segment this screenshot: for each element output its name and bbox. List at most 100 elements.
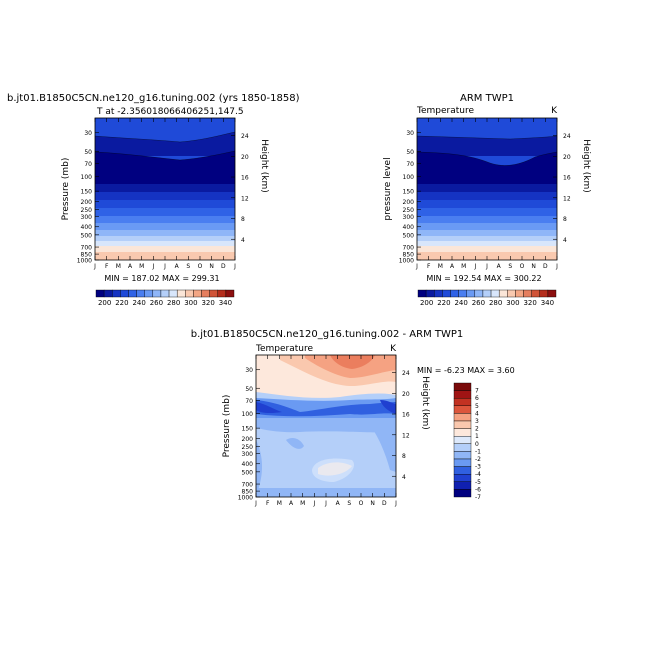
colorbar-label: 1 — [475, 433, 479, 440]
panel-model-title: b.jt01.B1850C5CN.ne120_g16.tuning.002 (y… — [7, 93, 300, 104]
month-tick-label: A — [289, 500, 294, 507]
contour-region — [372, 428, 396, 472]
pressure-tick-label: 400 — [81, 224, 93, 231]
colorbar-swatch — [152, 289, 162, 298]
colorbar-swatch — [453, 398, 472, 407]
pressure-tick-label: 250 — [242, 444, 254, 451]
contour-band — [95, 151, 235, 184]
pressure-axis-label: Pressure (mb) — [61, 158, 71, 221]
contour-band — [417, 200, 557, 208]
colorbar-label: 4 — [475, 410, 479, 417]
colorbar-label: -3 — [475, 464, 481, 471]
panel-model-stats: MIN = 187.02 MAX = 299.31 — [104, 274, 219, 283]
contour-band — [95, 230, 235, 236]
contour-band — [95, 246, 235, 252]
month-tick-label: J — [415, 263, 418, 270]
colorbar-swatch — [225, 289, 235, 298]
month-tick-label: F — [266, 500, 270, 507]
colorbar-label: -7 — [475, 494, 481, 501]
colorbar-swatch — [144, 289, 154, 298]
colorbar-swatch — [466, 289, 476, 298]
pressure-tick-label: 30 — [406, 130, 414, 137]
colorbar-label: 240 — [132, 299, 145, 307]
pressure-tick-label: 300 — [403, 214, 415, 221]
height-tick-label: 24 — [402, 370, 410, 377]
colorbar-label: 260 — [150, 299, 163, 307]
pressure-tick-label: 100 — [403, 174, 415, 181]
pressure-tick-label: 850 — [242, 489, 254, 496]
month-tick-label: J — [163, 263, 166, 270]
height-tick-label: 4 — [402, 474, 406, 481]
colorbar-label: -5 — [475, 479, 481, 486]
height-tick-label: 4 — [241, 237, 245, 244]
colorbar-swatch — [453, 451, 472, 460]
colorbar-label: -4 — [475, 471, 481, 478]
panel-diff: b.jt01.B1850C5CN.ne120_g16.tuning.002 - … — [191, 329, 515, 507]
pressure-tick-label: 50 — [84, 149, 92, 156]
month-tick-label: O — [359, 500, 364, 507]
colorbar-label: 260 — [472, 299, 485, 307]
height-tick-label: 8 — [563, 216, 567, 223]
pressure-tick-label: 150 — [81, 189, 93, 196]
pressure-tick-label: 70 — [406, 161, 414, 168]
contour-region — [256, 402, 282, 414]
height-tick-label: 8 — [241, 216, 245, 223]
height-tick-label: 20 — [402, 391, 410, 398]
contour-band — [417, 223, 557, 230]
pressure-tick-label: 200 — [242, 436, 254, 443]
contour-region — [256, 440, 263, 497]
height-axis: 4 8 12 16 20 24 — [553, 133, 571, 244]
colorbar-swatch — [453, 489, 472, 498]
pressure-tick-label: 1000 — [77, 258, 92, 265]
colorbar-label: 280 — [489, 299, 502, 307]
colorbar-swatch — [453, 405, 472, 414]
colorbar-swatch — [515, 289, 524, 298]
contour-band — [417, 208, 557, 216]
month-tick-label: M — [139, 263, 144, 270]
pressure-tick-label: 70 — [245, 398, 253, 405]
colorbar-swatch — [539, 289, 549, 298]
colorbar-swatch — [425, 289, 435, 298]
pressure-tick-label: 50 — [245, 386, 253, 393]
colorbar-swatch — [112, 289, 121, 298]
contour-band — [95, 223, 235, 230]
month-tick-label: J — [394, 500, 397, 507]
height-tick-label: 20 — [563, 154, 571, 161]
pressure-tick-label: 250 — [81, 207, 93, 214]
month-tick-label: M — [116, 263, 121, 270]
month-tick-label: O — [198, 263, 203, 270]
pressure-tick-label: 500 — [403, 232, 415, 239]
colorbar-swatch — [523, 289, 532, 298]
pressure-tick-label: 250 — [403, 207, 415, 214]
pressure-tick-label: 400 — [242, 461, 254, 468]
contour-region — [380, 400, 396, 414]
colorbar-swatch — [453, 390, 472, 399]
month-tick-label: A — [128, 263, 133, 270]
colorbar-label: 240 — [454, 299, 467, 307]
colorbar-swatch — [103, 289, 113, 298]
month-tick-label: M — [277, 500, 282, 507]
month-tick-label: M — [438, 263, 443, 270]
height-tick-label: 16 — [563, 175, 571, 182]
contour-band — [417, 236, 557, 241]
colorbar-label: 200 — [420, 299, 433, 307]
month-tick-label: J — [151, 263, 154, 270]
height-tick-label: 12 — [563, 195, 571, 202]
height-tick-label: 12 — [241, 195, 249, 202]
colorbar-label: 3 — [475, 418, 479, 425]
month-tick-label: J — [93, 263, 96, 270]
month-tick-label: S — [347, 500, 351, 507]
colorbar-swatch — [453, 420, 472, 429]
colorbar-label: 200 — [98, 299, 111, 307]
pressure-axis-label: Pressure (mb) — [222, 395, 232, 458]
colorbar-swatch — [168, 289, 178, 298]
month-tick-label: F — [427, 263, 431, 270]
panel-obs-subtitle: Temperature — [416, 106, 474, 116]
contour-band — [95, 241, 235, 246]
colorbar-swatch — [453, 382, 472, 391]
height-axis-label: Height (km) — [581, 139, 591, 193]
colorbar-label: 220 — [115, 299, 128, 307]
month-tick-label: M — [461, 263, 466, 270]
